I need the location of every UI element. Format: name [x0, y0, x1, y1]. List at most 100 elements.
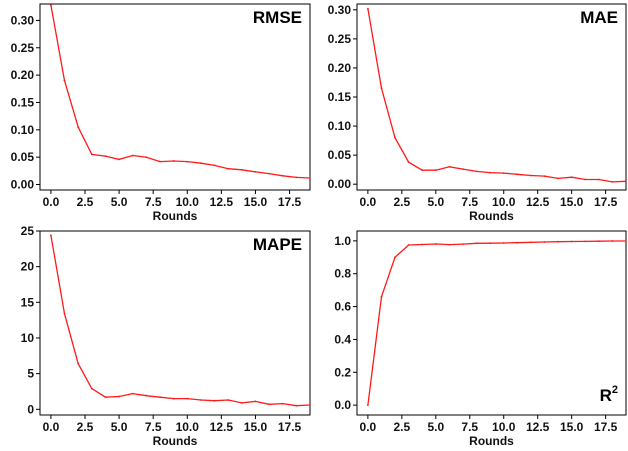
data-point [118, 158, 120, 161]
plot-frame [39, 3, 311, 191]
x-tick-label: 2.5 [393, 420, 410, 434]
chart-panel-mae: 0.00 0.05 0.10 0.15 0.20 0.25 0.30 0.0 2.5 5.0 7.5… [328, 3, 627, 223]
data-point [309, 177, 311, 179]
x-tick-label: 5.0 [427, 195, 444, 209]
x-tick-label: 7.5 [461, 195, 478, 209]
data-point [611, 181, 614, 183]
data-point [475, 170, 478, 173]
data-point [502, 242, 505, 244]
x-tick-label: 10.0 [492, 420, 516, 434]
data-point [530, 241, 532, 244]
data-point [516, 241, 519, 244]
y-tick-label: 25 [21, 224, 35, 238]
data-point [625, 180, 627, 183]
y-tick-label: 0.10 [11, 123, 35, 137]
plot-frame [39, 230, 311, 416]
y-tick-label: 0.15 [328, 90, 352, 104]
y-tick-label: 0.20 [328, 61, 352, 75]
y-tick-label: 0.6 [334, 300, 351, 314]
data-point [570, 176, 573, 179]
data-point [63, 312, 66, 315]
data-point [159, 160, 161, 163]
data-point [90, 153, 93, 156]
y-tick-label: 1.0 [334, 234, 351, 248]
x-tick-label: 15.0 [560, 195, 584, 209]
x-tick-label: 2.5 [77, 420, 94, 434]
data-point [380, 295, 383, 298]
y-tick-label: 5 [27, 367, 34, 381]
data-point [557, 240, 559, 243]
data-point [543, 175, 546, 178]
chart-panel-rmse: 0.00 0.05 0.10 0.15 0.20 0.25 0.30 0.0 2.5 5.0 7.5… [11, 3, 311, 223]
data-point [240, 168, 243, 171]
panel-title-superscript: 2 [612, 384, 618, 396]
data-point [227, 167, 230, 170]
x-tick-label: 15.0 [244, 195, 268, 209]
data-point [421, 243, 424, 246]
data-point [131, 392, 134, 395]
x-tick-label: 0.0 [360, 420, 377, 434]
data-point [407, 161, 410, 164]
panel-title: R2 [600, 384, 618, 405]
data-point [295, 404, 298, 407]
x-tick-label: 17.5 [594, 195, 618, 209]
panel-title: RMSE [253, 8, 302, 27]
data-point [200, 399, 202, 401]
x-axis-label: Rounds [153, 209, 198, 223]
data-point [268, 172, 270, 175]
y-tick-label: 0.30 [11, 13, 35, 27]
x-tick-label: 5.0 [111, 195, 128, 209]
data-point [502, 172, 505, 175]
y-tick-label: 0 [27, 402, 34, 416]
data-point [213, 164, 216, 167]
data-point [625, 240, 627, 242]
series-line [367, 240, 626, 406]
data-point [421, 169, 424, 172]
x-tick-label: 7.5 [145, 195, 162, 209]
data-point [281, 174, 284, 177]
data-point [104, 155, 107, 158]
data-point [557, 177, 559, 180]
data-point [584, 240, 587, 243]
y-tick-label: 0.8 [334, 267, 351, 281]
data-point [268, 403, 270, 406]
series-line [50, 4, 311, 179]
data-point [394, 136, 396, 139]
x-tick-label: 5.0 [427, 420, 444, 434]
data-point [159, 396, 161, 399]
y-tick-label: 0.20 [11, 68, 35, 82]
data-point [145, 394, 148, 397]
data-point [77, 362, 80, 365]
y-tick-label: 0.25 [11, 41, 35, 55]
x-tick-label: 7.5 [461, 420, 478, 434]
data-point [462, 243, 464, 246]
data-point [227, 399, 230, 401]
data-point [597, 240, 600, 243]
data-point [462, 168, 464, 171]
y-tick-label: 10 [21, 331, 35, 345]
series-line [367, 8, 627, 183]
data-point [254, 171, 257, 173]
data-point [186, 397, 189, 400]
data-point [367, 7, 369, 10]
y-tick-label: 0.15 [11, 95, 35, 109]
data-point [475, 242, 478, 245]
plot-frame [356, 230, 627, 416]
data-point [309, 404, 311, 406]
x-tick-label: 15.0 [244, 420, 268, 434]
data-point [597, 178, 600, 181]
y-tick-label: 0.05 [328, 148, 352, 162]
data-point [489, 171, 491, 174]
data-point [240, 402, 243, 404]
x-tick-label: 10.0 [176, 195, 200, 209]
data-point [434, 169, 437, 172]
x-tick-label: 17.5 [278, 420, 302, 434]
x-tick-label: 10.0 [176, 420, 200, 434]
data-point [295, 176, 298, 179]
data-point [63, 79, 66, 82]
x-tick-label: 10.0 [492, 195, 516, 209]
plot-frame [356, 3, 627, 191]
y-tick-label: 0.0 [334, 398, 351, 412]
x-tick-label: 12.5 [210, 195, 234, 209]
data-point [172, 397, 175, 400]
